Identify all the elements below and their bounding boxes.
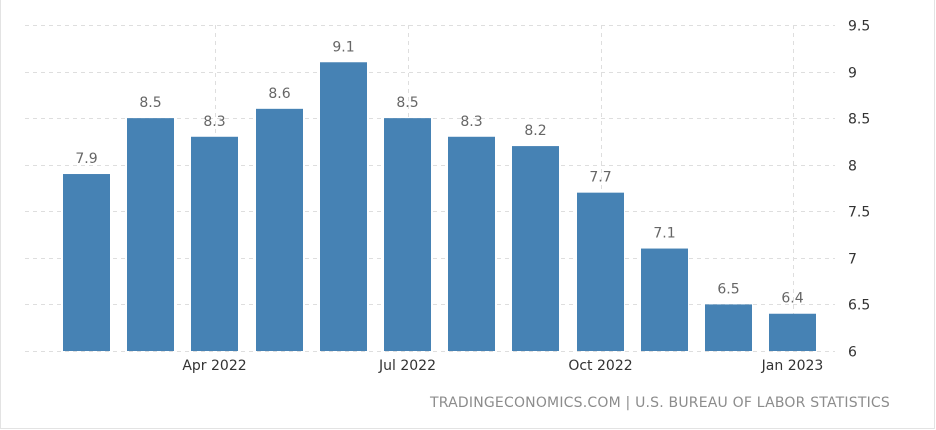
bar (641, 248, 688, 351)
data-label: 9.1 (332, 39, 354, 55)
bar (191, 136, 238, 351)
bar-chart: 7.9 8.5 8.3 8.6 9.1 8.5 8.3 8.2 7.7 7.1 6.5 6.4 6 6.… (25, 19, 870, 374)
bar (769, 313, 816, 351)
data-label: 8.2 (524, 123, 546, 139)
data-label: 7.9 (75, 151, 97, 167)
x-tick-label: Apr 2022 (182, 358, 246, 374)
y-tick-label: 9.5 (848, 19, 870, 35)
data-label: 8.6 (268, 86, 290, 102)
data-label: 7.7 (589, 170, 611, 186)
data-label: 6.5 (717, 281, 739, 297)
bar (705, 304, 752, 351)
bar (256, 108, 303, 351)
data-label: 7.1 (653, 226, 675, 242)
x-tick-label: Jul 2022 (378, 358, 436, 374)
bar (384, 118, 431, 352)
data-label: 6.4 (781, 291, 803, 307)
bar (127, 118, 174, 352)
data-label: 8.5 (396, 95, 418, 111)
data-label: 8.3 (460, 114, 482, 130)
y-tick-label: 7.5 (848, 205, 870, 221)
y-tick-label: 9 (848, 66, 857, 82)
bar (512, 146, 559, 351)
bar (63, 174, 110, 351)
bar (448, 136, 495, 351)
y-tick-label: 8.5 (848, 112, 870, 128)
y-tick-label: 6.5 (848, 298, 870, 314)
y-axis: 6 6.5 7 7.5 8 8.5 9 9.5 (848, 19, 870, 361)
y-tick-label: 6 (848, 345, 857, 361)
y-tick-label: 8 (848, 159, 857, 175)
x-axis: Apr 2022 Jul 2022 Oct 2022 Jan 2023 (182, 358, 823, 374)
y-tick-label: 7 (848, 252, 857, 268)
bar (320, 62, 367, 351)
data-labels: 7.9 8.5 8.3 8.6 9.1 8.5 8.3 8.2 7.7 7.1 6.5 6.4 (75, 39, 803, 306)
bars (63, 62, 816, 352)
bar (577, 192, 624, 351)
data-label: 8.3 (203, 114, 225, 130)
x-tick-label: Jan 2023 (761, 358, 824, 374)
source-attribution[interactable]: TRADINGECONOMICS.COM | U.S. BUREAU OF LA… (430, 395, 890, 411)
data-label: 8.5 (139, 95, 161, 111)
x-tick-label: Oct 2022 (568, 358, 632, 374)
